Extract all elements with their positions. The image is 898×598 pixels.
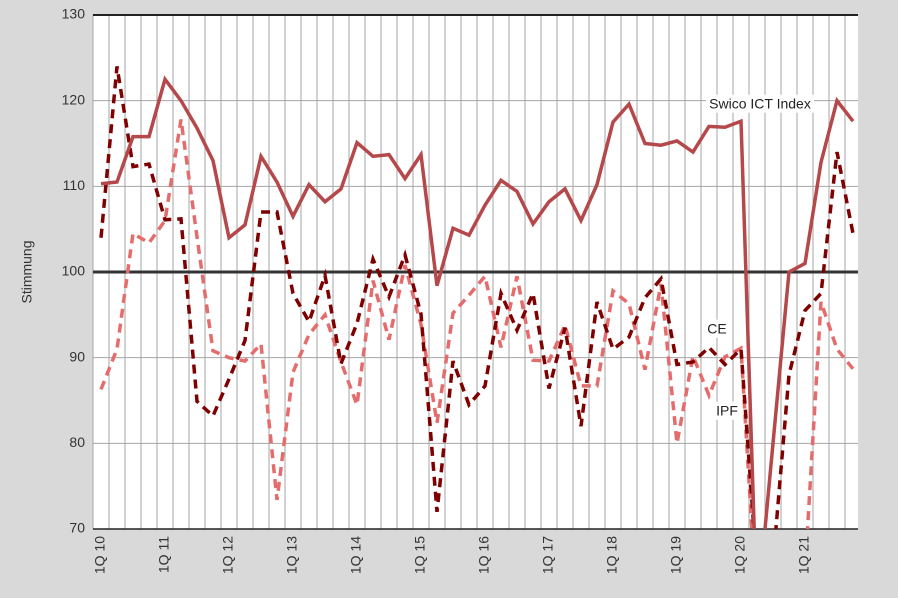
y-tick-label: 110	[63, 177, 86, 193]
x-tick-label: 1Q 12	[220, 536, 236, 574]
x-tick-label: 1Q 20	[732, 536, 748, 574]
series-label-bg	[713, 401, 741, 420]
x-tick-label: 1Q 18	[604, 536, 620, 574]
series-line	[99, 66, 855, 529]
y-tick-label: 100	[62, 263, 86, 279]
y-axis-label: Stimmung	[19, 240, 35, 303]
x-tick-label: 1Q 10	[92, 536, 108, 574]
series-label-bg	[706, 94, 814, 113]
x-tick-label: 1Q 17	[540, 536, 556, 574]
y-tick-label: 80	[69, 434, 85, 450]
y-tick-label: 90	[69, 348, 85, 364]
x-tick-label: 1Q 14	[348, 536, 364, 574]
x-tick-label: 1Q 15	[412, 536, 428, 574]
series-label-bg	[704, 319, 730, 338]
series-group	[99, 66, 855, 529]
x-tick-label: 1Q 13	[284, 536, 300, 574]
x-tick-label: 1Q 21	[796, 536, 812, 574]
series-label: CE	[707, 321, 726, 337]
y-tick-label: 130	[62, 6, 86, 22]
series-label: Swico ICT Index	[709, 96, 811, 112]
y-tick-label: 70	[69, 520, 85, 536]
x-tick-label: 1Q 16	[476, 536, 492, 574]
series-line	[100, 75, 855, 529]
y-tick-label: 120	[62, 91, 86, 107]
x-tick-label: 1Q 11	[156, 536, 172, 573]
series-label: IPF	[716, 403, 738, 419]
series-line	[99, 119, 855, 529]
x-tick-label: 1Q 19	[668, 536, 684, 574]
